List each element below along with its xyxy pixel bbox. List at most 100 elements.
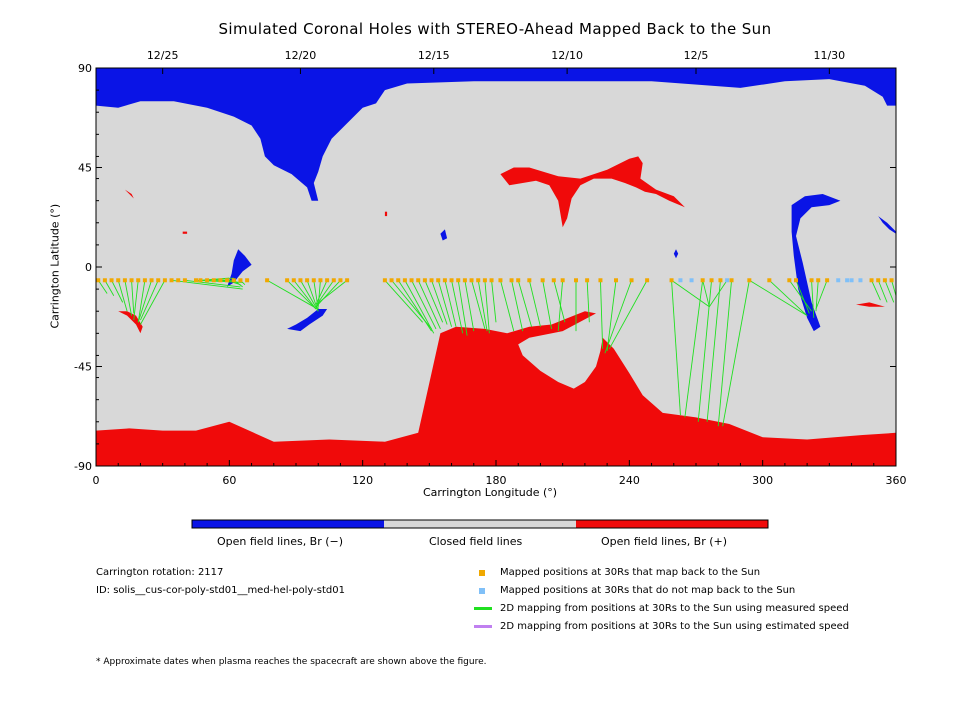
mapped-point <box>402 278 407 283</box>
mapped-point <box>156 278 161 283</box>
mapping-line <box>553 280 566 323</box>
mapped-point <box>614 278 618 283</box>
positive-hole-lon14 <box>124 189 134 199</box>
mapping-line <box>815 280 828 310</box>
y-tick-label: 90 <box>78 62 92 75</box>
mapped-point <box>311 278 316 283</box>
mapped-point <box>449 278 454 283</box>
y-axis-label: Carrington Latitude (°) <box>48 203 62 329</box>
mapping-line <box>97 280 108 294</box>
mapped-point <box>585 278 590 283</box>
mapped-point <box>102 278 107 283</box>
mapping-line <box>877 280 888 303</box>
mapped-point <box>211 278 216 283</box>
mapping-line <box>717 280 733 427</box>
mapping-line <box>104 280 115 296</box>
mapping-line <box>411 280 437 330</box>
mapped-point <box>96 278 101 283</box>
x-tick-label: 180 <box>486 474 507 487</box>
mapping-line <box>315 279 341 308</box>
colorbar-segment <box>384 520 576 528</box>
mapped-point <box>429 278 434 283</box>
mapping-line <box>542 280 552 329</box>
mapped-point <box>382 278 387 283</box>
mapped-key-label: Mapped positions at 30Rs that map back t… <box>500 567 761 578</box>
footnote: * Approximate dates when plasma reaches … <box>96 657 487 667</box>
mapping-line <box>117 280 128 312</box>
mapping-line <box>722 280 750 427</box>
mapped-point <box>598 278 603 283</box>
mapping-line <box>431 280 448 325</box>
mapped-point <box>527 278 532 283</box>
positive-hole-lon40 <box>182 231 188 234</box>
mapping-line <box>884 280 895 303</box>
mapped-marker-key <box>479 570 485 576</box>
mapped-point <box>489 278 494 283</box>
mapped-point <box>709 278 714 283</box>
y-tick-label: -90 <box>74 460 92 473</box>
negative-hole-lon95 <box>287 309 328 332</box>
mapped-point <box>645 278 650 283</box>
mapping-line <box>397 280 432 332</box>
negative-hole-lon320 <box>791 194 841 332</box>
mapped-point <box>231 278 236 283</box>
mapped-point <box>194 278 198 283</box>
legend-label-open-negative: Open field lines, Br (−) <box>217 535 344 548</box>
negative-hole-lon261 <box>673 249 679 259</box>
mapping-line <box>137 280 152 323</box>
measured-key-label: 2D mapping from positions at 30Rs to the… <box>500 603 849 614</box>
colorbar-segment <box>576 520 768 528</box>
mapping-line <box>417 280 441 330</box>
mapping-line <box>293 279 317 310</box>
mapped-point <box>169 278 174 283</box>
north-polar-coronal-hole <box>96 68 896 201</box>
mapped-point <box>325 278 330 283</box>
mapped-point <box>109 278 114 283</box>
mapping-line <box>404 280 435 334</box>
not-mapped-marker-key <box>479 588 485 594</box>
x-tick-label: 0 <box>93 474 100 487</box>
not-mapped-point <box>858 278 863 283</box>
mapping-line <box>795 280 810 314</box>
mapping-line <box>706 280 721 422</box>
legend-label-open-positive: Open field lines, Br (+) <box>601 535 728 548</box>
mapped-point <box>718 278 723 283</box>
mapped-point <box>409 278 414 283</box>
date-tick-label: 12/10 <box>551 49 583 62</box>
mapped-point <box>225 278 230 283</box>
mapped-point <box>129 278 134 283</box>
mapping-line <box>671 279 710 308</box>
mapped-point <box>809 278 814 283</box>
mapped-point <box>205 278 210 283</box>
mapped-point <box>729 278 734 283</box>
mapped-point <box>498 278 503 283</box>
positive-hole-lon130 <box>384 211 388 217</box>
mapped-point <box>882 278 887 283</box>
mapping-line <box>769 279 808 316</box>
negative-hole-lon60 <box>227 249 252 287</box>
south-polar-coronal-hole <box>96 311 896 466</box>
colorbar-frame <box>191 519 769 529</box>
mapped-point <box>218 278 223 283</box>
mapped-point <box>176 278 181 283</box>
estimated-line-key <box>474 625 492 628</box>
mapped-point <box>669 278 674 283</box>
mapping-line <box>557 280 564 332</box>
mapped-point <box>149 278 154 283</box>
mapped-point <box>629 278 634 283</box>
mapping-line <box>133 280 139 321</box>
mapping-line <box>300 280 319 312</box>
mapped-point <box>318 278 323 283</box>
mapped-point <box>869 278 874 283</box>
mapped-point <box>767 278 772 283</box>
mapping-line <box>477 280 488 332</box>
mapping-line <box>702 280 710 307</box>
mid-latitude-positive-hole <box>500 156 685 228</box>
mapping-line <box>451 280 464 334</box>
mapped-point <box>338 278 343 283</box>
mapping-line <box>604 280 632 354</box>
not-mapped-key-label: Mapped positions at 30Rs that do not map… <box>500 585 796 596</box>
mapped-point <box>162 278 167 283</box>
